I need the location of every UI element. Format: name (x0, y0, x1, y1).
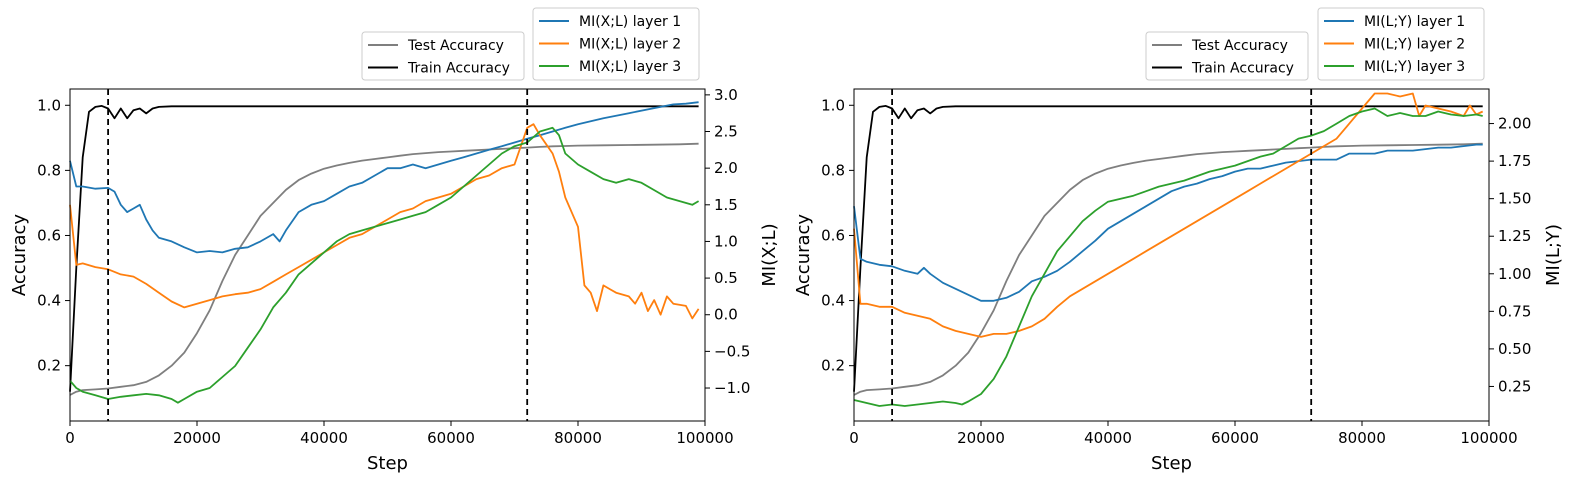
x-tick-label: 40000 (1084, 429, 1132, 447)
x-tick-label: 60000 (427, 429, 475, 447)
series-line-test-accuracy (853, 142, 1483, 396)
legend-entry: MI(X;L) layer 2 (579, 37, 681, 53)
series-line-train-accuracy (853, 105, 1483, 392)
x-tick-label: 40000 (300, 429, 348, 447)
y-tick-label: 1.0 (821, 96, 845, 114)
legend-entry: MI(L;Y) layer 3 (1364, 59, 1465, 75)
series-line-mi-x-l-layer-1 (69, 101, 699, 254)
x-tick-label: 80000 (554, 429, 602, 447)
legend-mi: MI(X;L) layer 1 MI(X;L) layer 2 MI(X;L) la… (532, 7, 700, 81)
y-tick-label: 0.6 (821, 226, 845, 244)
x-tick-label: 100000 (676, 429, 733, 447)
legend-entry: MI(L;Y) layer 2 (1364, 37, 1465, 53)
y2-tick-label: 1.50 (1498, 190, 1531, 208)
plot-frame (853, 88, 1490, 422)
y2-tick-label: 3.0 (714, 86, 738, 104)
y-tick-label: 0.6 (37, 226, 61, 244)
y2-axis-title: MI(L;Y) (1543, 224, 1564, 286)
y2-tick-label: 1.5 (714, 196, 738, 214)
legend-entry: MI(X;L) layer 1 (579, 14, 681, 30)
y-tick-label: 0.4 (37, 292, 61, 310)
legend-entry: MI(X;L) layer 3 (579, 59, 681, 75)
y2-axis-title: MI(X;L) (759, 223, 780, 286)
y-axis-title: Accuracy (9, 214, 30, 297)
chart-panel-2: 0 20000 40000 60000 80000 100000 0.2 0.4 0.6 0.8 1… (793, 7, 1564, 474)
y2-tick-label: 0.0 (714, 306, 738, 324)
legend-entry: MI(L;Y) layer 1 (1364, 14, 1465, 30)
y2-tick-label: −1.0 (714, 379, 750, 397)
y2-tick-label: 2.0 (714, 159, 738, 177)
legend-box (1317, 7, 1485, 81)
x-tick-label: 20000 (173, 429, 221, 447)
plot-frame (69, 88, 706, 422)
y-tick-label: 0.8 (821, 161, 845, 179)
x-tick-label: 60000 (1211, 429, 1259, 447)
x-tick-label: 100000 (1460, 429, 1517, 447)
y2-tick-label: 0.5 (714, 269, 738, 287)
legend-box (361, 31, 525, 81)
legend-entry: Test Accuracy (1191, 38, 1288, 54)
x-axis-title: Step (1151, 453, 1192, 474)
legend-accuracy: Test Accuracy Train Accuracy (361, 31, 525, 81)
x-tick-label: 0 (849, 429, 859, 447)
series-line-mi-l-y-layer-3 (853, 107, 1483, 407)
y-tick-label: 0.2 (37, 357, 61, 375)
legend-entry: Train Accuracy (407, 61, 510, 77)
series-line-train-accuracy (69, 105, 699, 392)
y-tick-label: 0.8 (37, 161, 61, 179)
series-line-mi-l-y-layer-1 (853, 143, 1483, 302)
x-tick-label: 0 (65, 429, 75, 447)
y2-tick-label: 0.25 (1498, 377, 1531, 395)
y2-tick-label: 1.00 (1498, 265, 1531, 283)
y-tick-label: 1.0 (37, 96, 61, 114)
legend-entry: Test Accuracy (407, 38, 504, 54)
chart-panel-1: 0 20000 40000 60000 80000 100000 0.2 0.4 0.6 0.8 1… (9, 7, 780, 474)
x-tick-label: 20000 (957, 429, 1005, 447)
legend-box (532, 7, 700, 81)
series-line-mi-x-l-layer-3 (69, 126, 700, 404)
series-line-test-accuracy (69, 142, 699, 396)
legend-entry: Train Accuracy (1191, 61, 1294, 77)
y-axis-title: Accuracy (793, 214, 814, 297)
y-tick-label: 0.2 (821, 357, 845, 375)
legend-box (1145, 31, 1309, 81)
legend-accuracy: Test Accuracy Train Accuracy (1145, 31, 1309, 81)
y2-tick-label: 1.0 (714, 232, 738, 250)
y2-tick-label: 2.5 (714, 123, 738, 141)
x-tick-label: 80000 (1338, 429, 1386, 447)
y2-tick-label: 1.25 (1498, 227, 1531, 245)
y2-tick-label: 0.50 (1498, 340, 1531, 358)
series-line-mi-x-l-layer-2 (69, 123, 700, 320)
y2-tick-label: −0.5 (714, 342, 750, 360)
y2-tick-label: 1.75 (1498, 152, 1531, 170)
series-line-mi-l-y-layer-2 (853, 92, 1484, 338)
y2-tick-label: 0.75 (1498, 302, 1531, 320)
legend-mi: MI(L;Y) layer 1 MI(L;Y) layer 2 MI(L;Y) la… (1317, 7, 1485, 81)
x-axis-title: Step (367, 453, 408, 474)
y2-tick-label: 2.00 (1498, 115, 1531, 133)
y-tick-label: 0.4 (821, 292, 845, 310)
